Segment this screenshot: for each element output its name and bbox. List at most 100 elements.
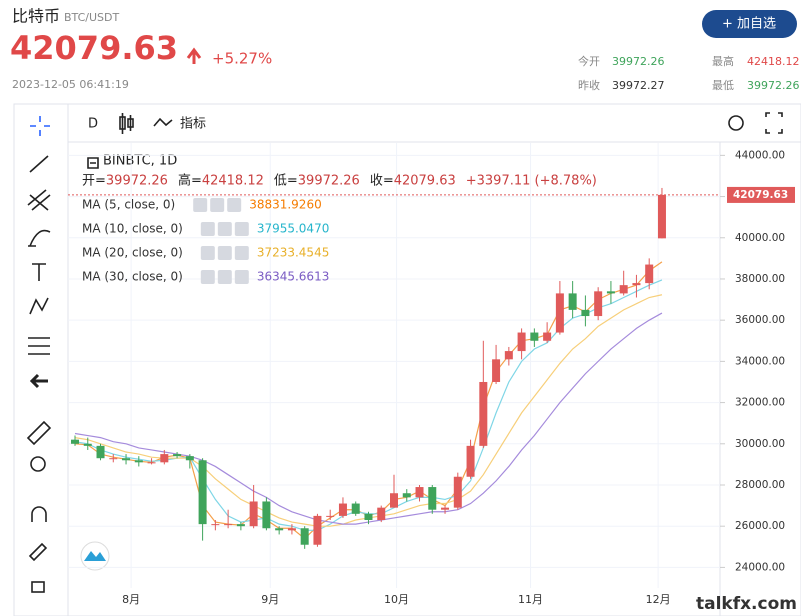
ma-control <box>217 246 232 260</box>
ohlc-value: 39972.26 <box>106 174 168 189</box>
candle-body <box>83 443 92 446</box>
lock-draw-tool[interactable] <box>28 542 48 562</box>
ma-control <box>200 222 215 236</box>
candle-body <box>109 458 118 460</box>
line-tool[interactable] <box>29 155 49 173</box>
candle-body <box>606 291 615 294</box>
y-tick-label: 44000.00 <box>735 149 785 161</box>
fib-tool[interactable] <box>27 189 51 211</box>
candle-body <box>313 515 322 545</box>
candle-body <box>185 456 194 461</box>
ohlc-value: 39972.26 <box>298 174 360 189</box>
ruler-tool[interactable] <box>26 420 52 446</box>
logo <box>84 551 106 561</box>
text-tool[interactable] <box>32 263 46 281</box>
fullscreen-icon[interactable] <box>765 112 783 134</box>
magnet-tool[interactable] <box>31 506 47 522</box>
ma-control <box>234 246 249 260</box>
candle-body <box>275 528 284 531</box>
candle-body <box>122 458 131 461</box>
candle-body <box>71 439 79 444</box>
y-tick-label: 40000.00 <box>735 232 785 244</box>
ma-name: MA (5, close, 0) <box>82 198 175 212</box>
candle-body <box>402 493 411 498</box>
price: 42079.63 <box>10 29 178 67</box>
candle-body <box>390 493 398 508</box>
candle-body <box>619 285 628 294</box>
ma-control <box>217 222 232 236</box>
candle-body <box>173 454 182 457</box>
stat-value: 39972.26 <box>747 79 800 92</box>
ma-control <box>217 270 232 284</box>
chart-panel <box>13 103 801 616</box>
y-tick-label: 24000.00 <box>735 561 785 573</box>
ohlc-label: 低= <box>274 174 298 189</box>
candle-body <box>338 503 347 516</box>
stat-value: 42418.12 <box>747 55 800 68</box>
stat-label: 最高 <box>712 54 734 68</box>
add-watch-button[interactable] <box>702 10 797 38</box>
candle-body <box>581 309 590 317</box>
y-tick-label: 30000.00 <box>735 438 785 450</box>
candle-type-icon[interactable] <box>119 113 134 134</box>
indicator-button[interactable]: 指标 <box>180 117 206 132</box>
collapse-icon[interactable] <box>87 157 99 169</box>
ma-value: 37955.0470 <box>257 222 330 236</box>
candle-body <box>645 264 654 284</box>
ma-value: 38831.9260 <box>249 198 322 212</box>
candle-body <box>415 487 424 498</box>
candle-body <box>466 445 475 477</box>
crosshair-tool[interactable] <box>30 116 50 136</box>
candle-body <box>530 332 539 341</box>
interval[interactable]: D <box>88 117 98 132</box>
time: 2023-12-05 06:41:19 <box>12 78 129 91</box>
candle-body <box>555 293 564 333</box>
ma-control <box>234 222 249 236</box>
stat-value: 39972.26 <box>612 55 665 68</box>
ma-control <box>193 198 208 212</box>
last-price-tag <box>727 186 795 203</box>
pattern-tool[interactable] <box>29 297 49 315</box>
ma-name: MA (20, close, 0) <box>82 246 183 260</box>
change: +5.27% <box>212 50 272 68</box>
indicator-icon[interactable] <box>153 117 173 127</box>
stat-label: 最低 <box>712 79 734 92</box>
candle-body <box>326 515 335 517</box>
candle-body <box>249 501 258 527</box>
left-toolbar <box>26 116 52 593</box>
y-tick-label: 38000.00 <box>735 273 785 285</box>
ma-control <box>234 270 249 284</box>
candle-body <box>453 476 462 508</box>
candle-body <box>224 524 233 526</box>
ohlc-value: 42418.12 <box>202 174 264 189</box>
last-price-label: 42079.63 <box>733 189 788 201</box>
y-tick-label: 34000.00 <box>735 355 785 367</box>
x-tick-label: 11月 <box>518 593 543 606</box>
candle-body <box>262 501 271 529</box>
y-tick-label: 26000.00 <box>735 520 785 532</box>
zoom-tool[interactable] <box>30 456 46 472</box>
settings-icon[interactable] <box>728 115 744 131</box>
forecast-tool[interactable] <box>28 337 50 355</box>
candle-body <box>504 351 513 360</box>
candle-body <box>517 332 526 352</box>
ma-name: MA (10, close, 0) <box>82 222 183 236</box>
up-arrow <box>186 47 202 64</box>
ohlc-label: 高= <box>178 173 202 189</box>
lock-tool[interactable] <box>31 581 45 593</box>
candle-body <box>147 462 156 464</box>
stat-value: 39972.27 <box>612 79 665 92</box>
stat-label: 今开 <box>578 54 600 68</box>
x-tick-label: 8月 <box>122 593 140 606</box>
y-tick-label: 36000.00 <box>735 314 785 326</box>
ma-control <box>200 246 215 260</box>
add-watch-label[interactable]: + 加自选 <box>722 17 776 32</box>
pair: BTC/USDT <box>64 11 120 24</box>
candle-body <box>377 507 386 521</box>
back-tool[interactable] <box>29 373 48 389</box>
brush-tool[interactable] <box>28 229 51 247</box>
candle-body <box>198 460 207 525</box>
candle-body <box>492 359 501 382</box>
title: 比特币 <box>12 7 60 26</box>
